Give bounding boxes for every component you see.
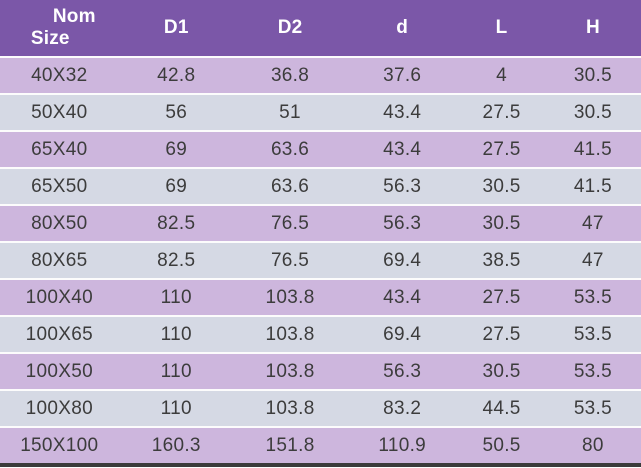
cell-d: 110.9: [346, 426, 459, 465]
header-cell-d: d: [346, 0, 459, 57]
cell-l: 50.5: [458, 426, 545, 465]
cell-l: 44.5: [458, 389, 545, 427]
cell-l: 38.5: [458, 241, 545, 279]
cell-d1: 110: [118, 315, 234, 353]
cell-d: 37.6: [346, 56, 459, 94]
cell-h: 53.5: [544, 278, 641, 316]
cell-h: 47: [544, 241, 641, 279]
cell-d: 43.4: [346, 278, 459, 316]
cell-d1: 69: [118, 130, 234, 168]
cell-nom-size: 80X50: [0, 204, 119, 242]
cell-h: 80: [544, 426, 641, 465]
header-size-line: Size: [30, 28, 70, 49]
cell-d1: 110: [118, 389, 234, 427]
cell-d1: 42.8: [118, 56, 234, 94]
cell-h: 53.5: [544, 389, 641, 427]
cell-l: 30.5: [458, 167, 545, 205]
header-nom-line: Nom: [52, 6, 96, 27]
cell-nom-size: 100X50: [0, 352, 119, 390]
table-header: Nom Size D1 D2 d L H: [0, 0, 641, 57]
cell-d1: 110: [118, 278, 234, 316]
cell-d2: 36.8: [233, 56, 347, 94]
cell-nom-size: 100X40: [0, 278, 119, 316]
cell-d2: 103.8: [233, 389, 347, 427]
cell-nom-size: 65X40: [0, 130, 119, 168]
cell-h: 30.5: [544, 56, 641, 94]
table-row: 100X65 110 103.8 69.4 27.5 53.5: [0, 315, 641, 353]
cell-l: 27.5: [458, 93, 545, 131]
cell-d1: 110: [118, 352, 234, 390]
table-body: 40X32 42.8 36.8 37.6 4 30.5 50X40 56 51 …: [0, 56, 641, 465]
cell-nom-size: 65X50: [0, 167, 119, 205]
header-cell-d1: D1: [118, 0, 234, 57]
header-cell-nom-size: Nom Size: [0, 0, 119, 57]
cell-d1: 69: [118, 167, 234, 205]
cell-h: 30.5: [544, 93, 641, 131]
cell-l: 27.5: [458, 278, 545, 316]
table-row: 65X40 69 63.6 43.4 27.5 41.5: [0, 130, 641, 168]
cell-d: 69.4: [346, 241, 459, 279]
cell-l: 27.5: [458, 315, 545, 353]
header-cell-h: H: [544, 0, 641, 57]
cell-d1: 160.3: [118, 426, 234, 465]
cell-d2: 76.5: [233, 204, 347, 242]
cell-l: 4: [458, 56, 545, 94]
cell-h: 53.5: [544, 315, 641, 353]
cell-d2: 51: [233, 93, 347, 131]
cell-nom-size: 40X32: [0, 56, 119, 94]
cell-nom-size: 80X65: [0, 241, 119, 279]
cell-d2: 103.8: [233, 315, 347, 353]
header-cell-d2: D2: [233, 0, 347, 57]
cell-d2: 103.8: [233, 352, 347, 390]
cell-d: 83.2: [346, 389, 459, 427]
cell-d2: 63.6: [233, 167, 347, 205]
cell-nom-size: 100X80: [0, 389, 119, 427]
cell-l: 30.5: [458, 352, 545, 390]
header-cell-l: L: [458, 0, 545, 57]
cell-d2: 76.5: [233, 241, 347, 279]
cell-d2: 151.8: [233, 426, 347, 465]
cell-d: 43.4: [346, 130, 459, 168]
cell-d: 69.4: [346, 315, 459, 353]
cell-d1: 82.5: [118, 204, 234, 242]
cell-d: 56.3: [346, 167, 459, 205]
table-row: 80X65 82.5 76.5 69.4 38.5 47: [0, 241, 641, 279]
cell-h: 41.5: [544, 130, 641, 168]
table-row: 150X100 160.3 151.8 110.9 50.5 80: [0, 426, 641, 465]
header-row: Nom Size D1 D2 d L H: [0, 0, 641, 57]
cell-h: 47: [544, 204, 641, 242]
cell-d: 56.3: [346, 204, 459, 242]
table-row: 65X50 69 63.6 56.3 30.5 41.5: [0, 167, 641, 205]
cell-d: 43.4: [346, 93, 459, 131]
table-row: 50X40 56 51 43.4 27.5 30.5: [0, 93, 641, 131]
cell-l: 30.5: [458, 204, 545, 242]
cell-h: 53.5: [544, 352, 641, 390]
cell-d1: 56: [118, 93, 234, 131]
cell-h: 41.5: [544, 167, 641, 205]
cell-d2: 63.6: [233, 130, 347, 168]
table-row: 40X32 42.8 36.8 37.6 4 30.5: [0, 56, 641, 94]
cell-l: 27.5: [458, 130, 545, 168]
cell-nom-size: 50X40: [0, 93, 119, 131]
cell-d1: 82.5: [118, 241, 234, 279]
table-row: 80X50 82.5 76.5 56.3 30.5 47: [0, 204, 641, 242]
table-row: 100X80 110 103.8 83.2 44.5 53.5: [0, 389, 641, 427]
cell-d: 56.3: [346, 352, 459, 390]
cell-d2: 103.8: [233, 278, 347, 316]
table-row: 100X40 110 103.8 43.4 27.5 53.5: [0, 278, 641, 316]
cell-nom-size: 100X65: [0, 315, 119, 353]
cell-nom-size: 150X100: [0, 426, 119, 465]
table-row: 100X50 110 103.8 56.3 30.5 53.5: [0, 352, 641, 390]
